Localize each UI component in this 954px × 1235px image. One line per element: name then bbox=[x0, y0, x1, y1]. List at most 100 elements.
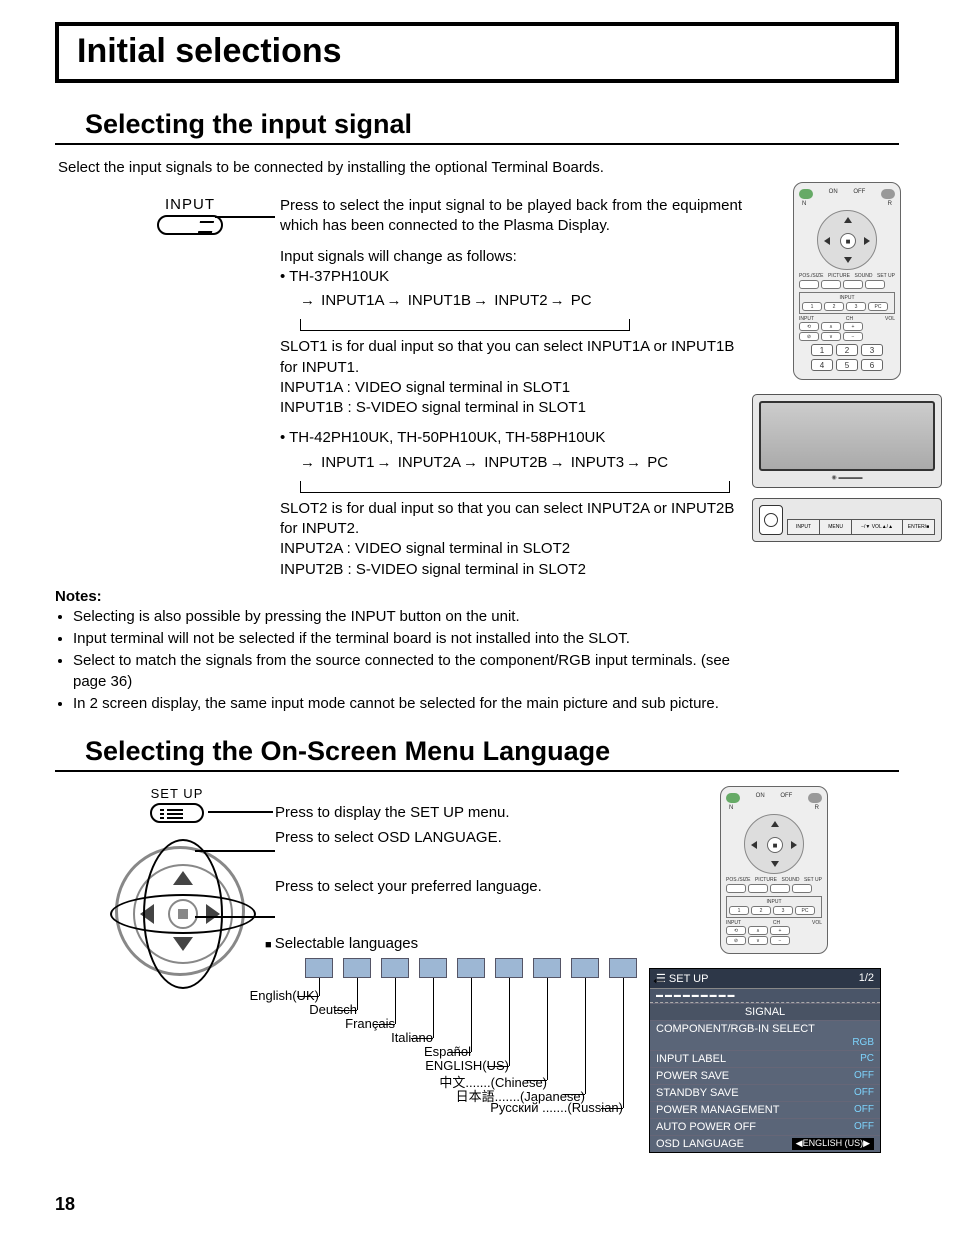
remote-control-graphic: ONOFF NR ■ POS./SIZE PICTURE SOUND SET U… bbox=[793, 182, 901, 380]
slot1-b: INPUT1A : VIDEO signal terminal in SLOT1 bbox=[280, 378, 742, 398]
menu-val: OFF bbox=[854, 1087, 874, 1099]
off-label: OFF bbox=[780, 793, 792, 803]
slot2-c: INPUT2B : S-VIDEO signal terminal in SLO… bbox=[280, 560, 742, 580]
menu-val: OFF bbox=[854, 1104, 874, 1116]
section1-body: INPUT Press to select the input signal t… bbox=[55, 182, 899, 716]
note-item: Input terminal will not be selected if t… bbox=[73, 629, 742, 649]
r-label: R bbox=[815, 805, 819, 811]
notes-block: Notes: Selecting is also possible by pre… bbox=[55, 588, 742, 714]
dpad-graphic bbox=[115, 846, 245, 976]
input-block: INPUT 1 2 3 PC bbox=[799, 292, 895, 314]
num-button: 5 bbox=[836, 359, 858, 371]
page-number: 18 bbox=[55, 1194, 75, 1215]
flow2-a: INPUT1 bbox=[321, 454, 374, 471]
setup-button-graphic: SET UP bbox=[150, 786, 204, 823]
flag-icon bbox=[343, 958, 371, 978]
tv-screen-icon bbox=[759, 401, 935, 471]
remote-num: 3 bbox=[846, 302, 866, 311]
flow2-d: INPUT3 bbox=[571, 454, 624, 471]
slot2-b: INPUT2A : VIDEO signal terminal in SLOT2 bbox=[280, 539, 742, 559]
step1-text: Press to display the SET UP menu. bbox=[275, 786, 649, 821]
setup-button-icon bbox=[150, 803, 204, 823]
flag-icon bbox=[419, 958, 447, 978]
flow2-b: INPUT2A bbox=[398, 454, 461, 471]
remote-num: 1 bbox=[802, 302, 822, 311]
connector-line bbox=[195, 916, 275, 918]
note-item: In 2 screen display, the same input mode… bbox=[73, 694, 742, 714]
remote-label: POS./SIZE bbox=[726, 877, 750, 883]
flow1-a: INPUT1A bbox=[321, 292, 384, 309]
connector-line bbox=[215, 216, 275, 218]
section2-body: SET UP Press to display the SET UP menu. bbox=[55, 786, 899, 1158]
input-section-label: INPUT bbox=[767, 899, 782, 905]
dpad-icon: ■ bbox=[817, 210, 877, 270]
dpad-icon: ■ bbox=[744, 814, 804, 874]
flow1-b: INPUT1B bbox=[408, 292, 471, 309]
tv-button-panel: INPUT MENU −/▼ VOL▲/▲ ENTER/■ bbox=[752, 498, 942, 542]
remote-label: PICTURE bbox=[755, 877, 777, 883]
on-label: ON bbox=[829, 189, 838, 199]
setup-label: SET UP bbox=[150, 786, 204, 801]
flag-icon bbox=[533, 958, 561, 978]
remote-label: SET UP bbox=[877, 273, 895, 279]
section1-intro: Select the input signals to be connected… bbox=[58, 159, 899, 176]
num-button: 2 bbox=[836, 344, 858, 356]
connector-line bbox=[195, 850, 275, 852]
language-flags-diagram: English(UK) Deutsch Français Italiano Es… bbox=[305, 958, 649, 1158]
selectable-languages: Selectable languages bbox=[265, 935, 649, 1158]
menu-key: STANDBY SAVE bbox=[656, 1087, 854, 1099]
osd-menu-box: ☰ SET UP 1/2 ▬ ▬ ▬ ▬ ▬ ▬ ▬ ▬ ▬ SIGNAL CO… bbox=[649, 968, 881, 1153]
remote-pc: PC bbox=[795, 906, 815, 915]
remote-pc: PC bbox=[868, 302, 888, 311]
title-box: Initial selections bbox=[55, 22, 899, 83]
menu-key: OSD LANGUAGE bbox=[656, 1138, 792, 1150]
r-label: R bbox=[888, 201, 892, 207]
note-item: Selecting is also possible by pressing t… bbox=[73, 607, 742, 627]
remote-label: PICTURE bbox=[828, 273, 850, 279]
page-title: Initial selections bbox=[77, 32, 877, 71]
menu-key: INPUT LABEL bbox=[656, 1053, 860, 1065]
menu-page: 1/2 bbox=[859, 972, 874, 985]
horizontal-highlight-ellipse bbox=[110, 894, 256, 934]
step3-text: Press to select your preferred language. bbox=[275, 878, 649, 895]
connector-line bbox=[208, 811, 273, 813]
num-button: 6 bbox=[861, 359, 883, 371]
section2: Selecting the On-Screen Menu Language SE… bbox=[55, 736, 899, 1158]
menu-val: OFF bbox=[854, 1070, 874, 1082]
num-button: 3 bbox=[861, 344, 883, 356]
menu-val-selected: ENGLISH (US) bbox=[803, 1138, 864, 1148]
menu-val: PC bbox=[860, 1053, 874, 1065]
tv-btn: ENTER/■ bbox=[902, 519, 935, 535]
power-on-icon bbox=[799, 189, 813, 199]
slot1-c: INPUT1B : S-VIDEO signal terminal in SLO… bbox=[280, 398, 742, 418]
on-label: ON bbox=[756, 793, 765, 803]
remote-control-graphic-2: ONOFF NR ■ POS./SIZE PICTURE SOUND SET U… bbox=[720, 786, 828, 954]
notes-heading: Notes: bbox=[55, 588, 742, 605]
section2-heading: Selecting the On-Screen Menu Language bbox=[55, 736, 899, 772]
remote-vol-label: VOL bbox=[812, 920, 822, 926]
menu-key: AUTO POWER OFF bbox=[656, 1121, 854, 1133]
flag-icon bbox=[305, 958, 333, 978]
menu-title: SET UP bbox=[669, 973, 709, 985]
model2: • TH-42PH10UK, TH-50PH10UK, TH-58PH10UK bbox=[280, 428, 742, 448]
model1: • TH-37PH10UK bbox=[280, 267, 742, 287]
remote-num: 1 bbox=[729, 906, 749, 915]
flow1-c: INPUT2 bbox=[494, 292, 547, 309]
notes-list: Selecting is also possible by pressing t… bbox=[55, 607, 742, 714]
slot1-a: SLOT1 is for dual input so that you can … bbox=[280, 337, 742, 378]
flow2-c: INPUT2B bbox=[484, 454, 547, 471]
menu-val: RGB bbox=[852, 1037, 874, 1048]
flow1-loop bbox=[300, 319, 630, 331]
remote-num: 3 bbox=[773, 906, 793, 915]
remote-label: POS./SIZE bbox=[799, 273, 823, 279]
flow2: → INPUT1→ INPUT2A→ INPUT2B→ INPUT3→ PC bbox=[280, 453, 742, 473]
section1-right: ONOFF NR ■ POS./SIZE PICTURE SOUND SET U… bbox=[752, 182, 942, 716]
input-description: Press to select the input signal to be p… bbox=[280, 196, 742, 580]
slot2-a: SLOT2 is for dual input so that you can … bbox=[280, 499, 742, 540]
off-label: OFF bbox=[853, 189, 865, 199]
arrow-icon: ← bbox=[650, 968, 668, 989]
step2-text: Press to select OSD LANGUAGE. bbox=[275, 829, 649, 846]
menu-key: POWER MANAGEMENT bbox=[656, 1104, 854, 1116]
tv-graphic: ◉ ▬▬▬▬ bbox=[752, 394, 942, 488]
change-line: Input signals will change as follows: bbox=[280, 247, 742, 267]
